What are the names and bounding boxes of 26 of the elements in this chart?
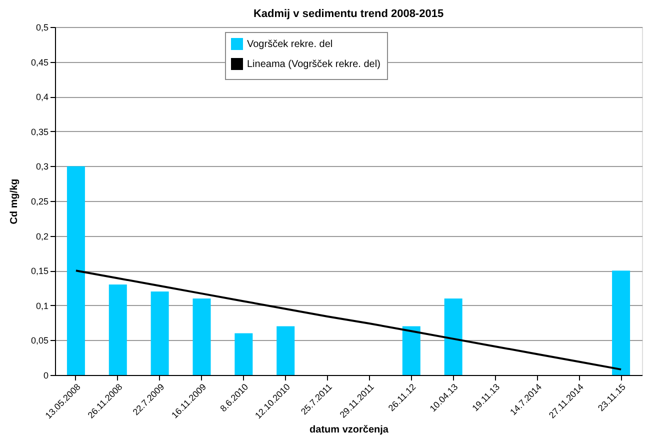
y-axis-title: Cd mg/kg <box>8 178 20 224</box>
line-series <box>74 270 622 370</box>
bar <box>402 326 420 375</box>
x-axis-title: datum vzorčenja <box>310 424 389 436</box>
bar <box>612 270 630 375</box>
y-tick-label: 0,4 <box>36 92 48 102</box>
bar <box>192 298 211 375</box>
bar <box>276 326 295 375</box>
bar <box>66 166 85 375</box>
y-tick-label: 0,2 <box>36 231 48 242</box>
legend-label: Lineama (Vogršček rekre. del) <box>247 59 380 70</box>
bar <box>234 333 253 375</box>
chart-title: Kadmij v sedimentu trend 2008-2015 <box>253 8 444 20</box>
y-tick-label: 0,3 <box>36 162 48 172</box>
y-tick-label: 0,5 <box>36 22 48 32</box>
legend-label: Vogršček rekre. del <box>247 39 333 50</box>
y-tick-label: 0,25 <box>30 196 48 206</box>
y-tick-label: 0,05 <box>30 336 48 346</box>
bar <box>150 291 169 375</box>
bar <box>444 298 462 375</box>
y-tick-label: 0,45 <box>30 57 48 68</box>
y-tick-label: 0,15 <box>30 266 48 276</box>
y-tick-label: 0,35 <box>30 126 48 137</box>
y-tick-label: 0 <box>43 370 48 380</box>
bar <box>108 284 127 375</box>
y-tick-label: 0,1 <box>36 300 48 311</box>
